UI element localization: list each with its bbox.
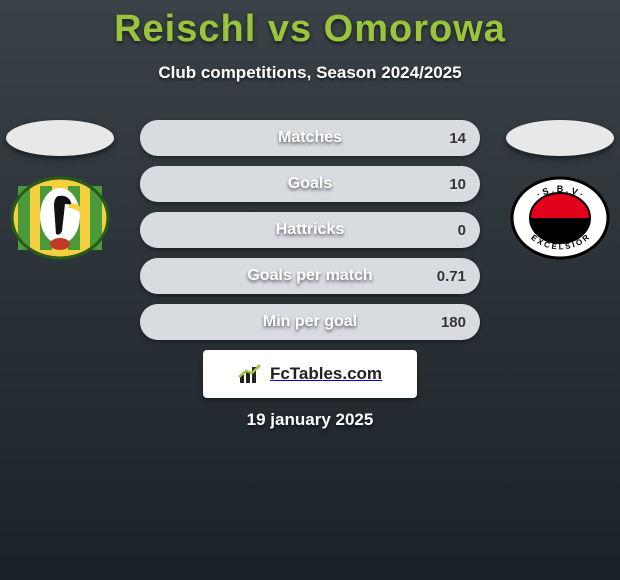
stat-row-goals: Goals 10 xyxy=(140,166,480,202)
footer-brand-text: FcTables.com xyxy=(270,364,382,384)
stat-label: Hattricks xyxy=(140,212,480,248)
stat-value-right: 180 xyxy=(441,304,466,340)
title-vs: vs xyxy=(268,8,312,50)
title-player-right: Omorowa xyxy=(324,8,506,50)
stat-label: Min per goal xyxy=(140,304,480,340)
right-player-placeholder xyxy=(506,120,614,156)
stat-row-matches: Matches 14 xyxy=(140,120,480,156)
stat-row-goals-per-match: Goals per match 0.71 xyxy=(140,258,480,294)
subtitle: Club competitions, Season 2024/2025 xyxy=(0,63,620,83)
left-club-badge xyxy=(10,176,110,260)
fctables-link[interactable]: FcTables.com xyxy=(203,350,417,398)
stat-label: Matches xyxy=(140,120,480,156)
title-player-left: Reischl xyxy=(114,8,256,50)
stat-value-right: 10 xyxy=(449,166,466,202)
bar-chart-icon xyxy=(238,363,264,385)
stat-value-right: 0.71 xyxy=(437,258,466,294)
stat-label: Goals xyxy=(140,166,480,202)
stat-row-min-per-goal: Min per goal 180 xyxy=(140,304,480,340)
stats-list: Matches 14 Goals 10 Hattricks 0 Goals pe… xyxy=(140,120,480,340)
stat-value-right: 14 xyxy=(449,120,466,156)
stat-row-hattricks: Hattricks 0 xyxy=(140,212,480,248)
date-text: 19 january 2025 xyxy=(0,410,620,430)
ado-den-haag-badge-icon xyxy=(10,176,110,260)
sbv-excelsior-badge-icon: · S . B . V · E X C E L S I O R xyxy=(510,176,610,260)
page-title: Reischl vs Omorowa xyxy=(0,0,620,51)
left-player-column xyxy=(0,120,120,260)
left-player-placeholder xyxy=(6,120,114,156)
stat-label: Goals per match xyxy=(140,258,480,294)
stat-value-right: 0 xyxy=(458,212,466,248)
right-player-column: · S . B . V · E X C E L S I O R xyxy=(500,120,620,260)
right-club-badge: · S . B . V · E X C E L S I O R xyxy=(510,176,610,260)
